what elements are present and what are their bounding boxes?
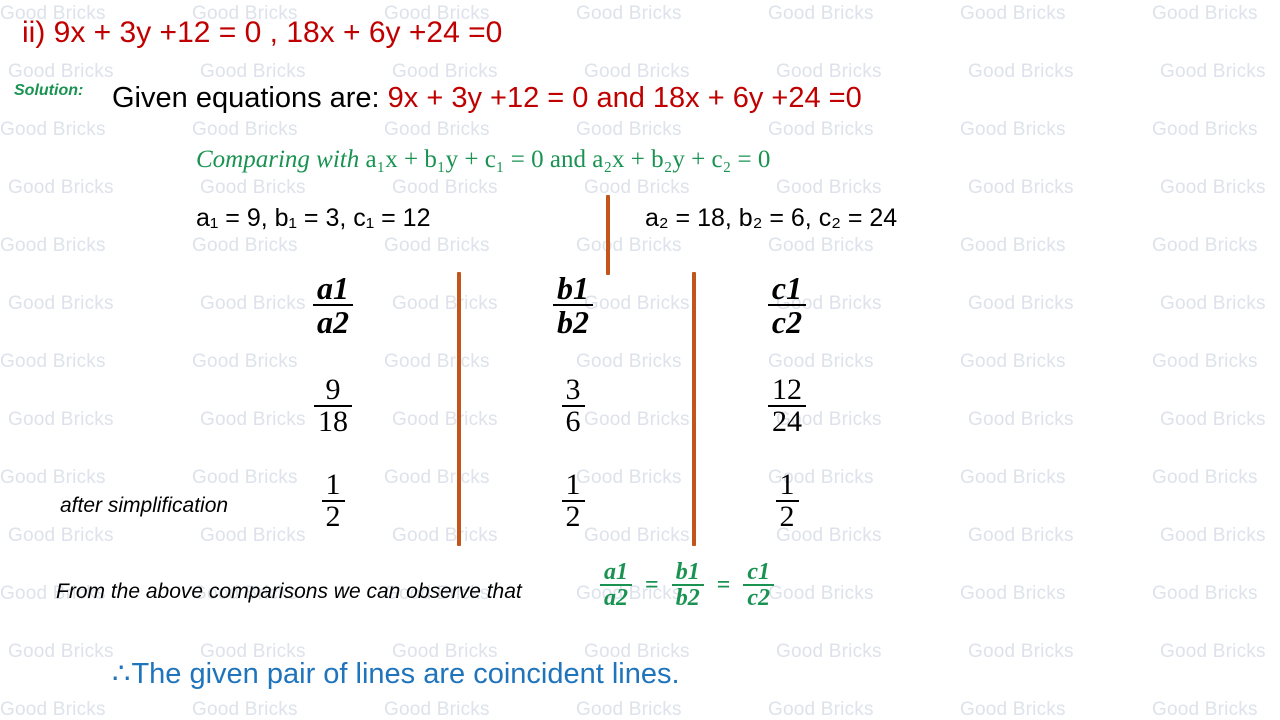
- fraction-numerator: a1: [317, 270, 349, 306]
- divider-top: [606, 195, 610, 275]
- given-prefix: Given equations are:: [112, 82, 388, 114]
- relation-equals-1: =: [645, 571, 659, 598]
- fraction-numerator: 1: [565, 468, 581, 501]
- fraction-c1-c2: c1 c2: [767, 270, 807, 338]
- fraction-numerator: c1: [747, 559, 771, 585]
- given-equation-1: 9x + 3y +12 = 0: [387, 82, 589, 114]
- fraction-12-24: 12 24: [768, 375, 806, 437]
- fraction-denominator: 24: [768, 405, 806, 437]
- divider-column-1: [457, 272, 461, 546]
- fraction-1-2-b: 1 2: [561, 468, 585, 532]
- therefore-symbol: ∴: [112, 658, 132, 690]
- given-and-word: and: [588, 82, 653, 114]
- fraction-3-6: 3 6: [561, 373, 585, 437]
- fraction-denominator: c2: [743, 584, 775, 610]
- observation-relation: a1 a2 = b1 b2 = c1 c2: [600, 559, 775, 610]
- fraction-1-2-c: 1 2: [775, 468, 799, 532]
- fraction-1-2-a: 1 2: [321, 468, 345, 532]
- fraction-numerator: a1: [604, 559, 628, 585]
- coefficients-right: a₂ = 18, b₂ = 6, c₂ = 24: [645, 204, 898, 232]
- coefficients-left: a₁ = 9, b₁ = 3, c₁ = 12: [196, 204, 431, 232]
- fraction-numerator: b1: [557, 270, 589, 306]
- fraction-a1-a2: a1 a2: [313, 272, 353, 338]
- fraction-numerator: 9: [325, 373, 341, 406]
- conclusion-line: ∴The given pair of lines are coincident …: [112, 656, 680, 691]
- fraction-denominator: a2: [313, 304, 353, 338]
- given-equation-2: 18x + 6y +24 =0: [652, 82, 862, 114]
- general-form-1: a₁x + b₁y + c₁ = 0: [365, 146, 544, 173]
- fraction-numerator: 1: [325, 468, 341, 501]
- after-simplification-label: after simplification: [60, 494, 229, 517]
- relation-fraction-b: b1 b2: [671, 559, 704, 610]
- ratio-value-a: 9 18: [268, 375, 398, 437]
- ratio-symbol-b: b1 b2: [508, 272, 638, 338]
- fraction-denominator: c2: [767, 304, 807, 338]
- fraction-b1-b2: b1 b2: [553, 272, 593, 338]
- ratio-symbol-a: a1 a2: [268, 272, 398, 338]
- fraction-numerator: c1: [771, 270, 803, 306]
- fraction-denominator: 2: [561, 500, 585, 532]
- fraction-denominator: 18: [314, 405, 352, 437]
- fraction-numerator: 12: [772, 373, 802, 406]
- fraction-denominator: 2: [321, 500, 345, 532]
- solution-label: Solution:: [14, 82, 84, 99]
- comparing-prefix: Comparing with: [196, 146, 366, 173]
- general-form-2: a₂x + b₂y + c₂ = 0: [592, 146, 771, 173]
- divider-column-2: [692, 272, 696, 546]
- relation-equals-2: =: [716, 571, 731, 598]
- fraction-denominator: 2: [775, 500, 799, 532]
- ratio-value-b: 3 6: [508, 375, 638, 437]
- relation-fraction-c: c1 c2: [743, 559, 775, 610]
- fraction-numerator: b1: [675, 559, 700, 585]
- fraction-9-18: 9 18: [314, 375, 352, 437]
- ratio-symbol-c: c1 c2: [722, 272, 852, 338]
- question-line: ii) 9x + 3y +12 = 0 , 18x + 6y +24 =0: [22, 16, 503, 49]
- fraction-denominator: a2: [600, 584, 632, 610]
- observation-text: From the above comparisons we can observ…: [56, 580, 522, 603]
- comparing-joiner: and: [543, 146, 593, 173]
- fraction-numerator: 1: [779, 468, 795, 501]
- ratio-simplified-c: 1 2: [722, 470, 852, 532]
- ratio-value-c: 12 24: [722, 375, 852, 437]
- fraction-denominator: 6: [561, 405, 585, 437]
- conclusion-text: The given pair of lines are coincident l…: [131, 658, 680, 690]
- fraction-numerator: 3: [565, 373, 581, 406]
- fraction-denominator: b2: [553, 304, 593, 338]
- fraction-denominator: b2: [671, 584, 704, 610]
- comparing-line: Comparing with a₁x + b₁y + c₁ = 0 and a₂…: [196, 146, 770, 174]
- given-equations-line: Given equations are: 9x + 3y +12 = 0 and…: [112, 82, 862, 115]
- relation-fraction-a: a1 a2: [600, 560, 632, 610]
- ratio-simplified-a: 1 2: [268, 470, 398, 532]
- ratio-simplified-b: 1 2: [508, 470, 638, 532]
